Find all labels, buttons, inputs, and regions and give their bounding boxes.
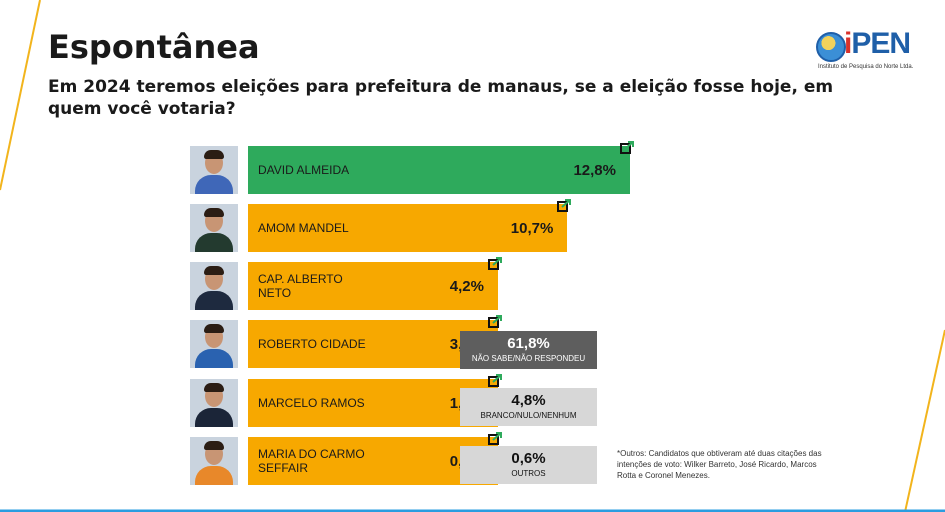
candidate-photo	[190, 320, 238, 368]
candidate-photo	[190, 437, 238, 485]
response-value: 0,6%	[511, 450, 546, 467]
question-subtitle: Em 2024 teremos eleições para prefeitura…	[48, 77, 834, 119]
bar: AMOM MANDEL 10,7%	[248, 204, 568, 252]
bar-label: MARCELO RAMOS	[258, 396, 365, 410]
bar-value-label: 4,2%	[449, 277, 484, 295]
bar: ROBERTO CIDADE3,1%	[248, 320, 498, 368]
bar-label: MARIA DO CARMO SEFFAIR	[258, 447, 365, 475]
page-title: Espontânea	[48, 28, 260, 66]
logo-tagline: Instituto de Pesquisa do Norte Ltda.	[818, 64, 914, 70]
trend-up-arrow-icon	[488, 374, 502, 387]
trend-up-arrow-icon	[557, 199, 572, 212]
response-box: 4,8% BRANCO/NULO/NENHUM	[460, 388, 597, 426]
candidate-photo	[190, 262, 238, 310]
trend-up-arrow-icon	[488, 315, 502, 328]
ipen-logo: iPEN Instituto de Pesquisa do Norte Ltda…	[816, 27, 914, 70]
bar: CAP. ALBERTO NETO 4,2%	[248, 262, 498, 310]
response-label: NÃO SABE/NÃO RESPONDEU	[471, 354, 586, 363]
bar-label: CAP. ALBERTO NETO	[258, 272, 343, 300]
response-value: 4,8%	[511, 392, 546, 409]
trend-up-arrow-icon	[488, 257, 502, 270]
candidate-photo	[190, 204, 238, 252]
response-label: OUTROS	[511, 469, 546, 478]
bar: MARIA DO CARMO SEFFAIR0,8%	[248, 437, 498, 485]
bar: MARCELO RAMOS1,2%	[248, 379, 498, 427]
bar: DAVID ALMEIDA 12,8%	[248, 146, 630, 194]
globe-icon	[816, 32, 846, 62]
candidate-photo	[190, 146, 238, 194]
footnote: *Outros: Candidatos que obtiveram até du…	[617, 449, 822, 480]
trend-up-arrow-icon	[620, 141, 634, 154]
bar-value-label: 10,7%	[510, 219, 554, 237]
response-box: 0,6% OUTROS	[460, 446, 597, 484]
candidate-photo	[190, 379, 238, 427]
response-label: BRANCO/NULO/NENHUM	[480, 411, 577, 420]
bar-label: DAVID ALMEIDA	[258, 163, 350, 177]
bar-label: AMOM MANDEL	[258, 221, 349, 235]
response-value: 61,8%	[507, 335, 550, 352]
response-box: 61,8% NÃO SABE/NÃO RESPONDEU	[460, 331, 597, 369]
bar-label: ROBERTO CIDADE	[258, 337, 366, 351]
bar-value-label: 12,8%	[573, 161, 616, 179]
trend-up-arrow-icon	[488, 432, 502, 445]
